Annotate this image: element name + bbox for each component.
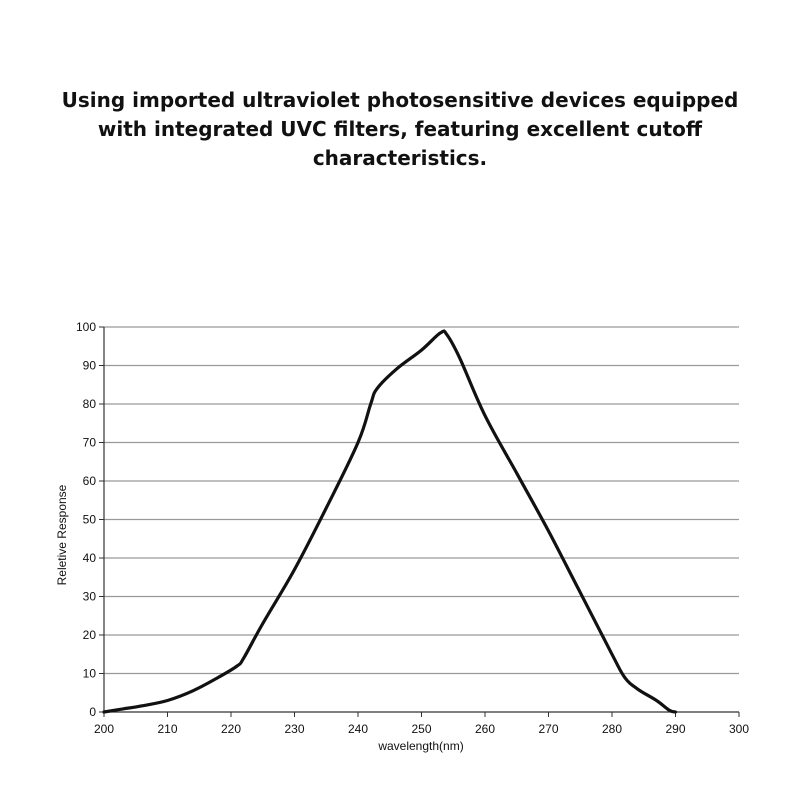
x-axis-label: wavelength(nm) (377, 739, 463, 753)
y-tick-label: 50 (83, 513, 97, 527)
x-tick-label: 250 (411, 722, 431, 736)
y-tick-label: 40 (83, 551, 97, 565)
x-tick-label: 290 (665, 722, 685, 736)
y-tick-label: 80 (83, 397, 97, 411)
x-tick-label: 210 (157, 722, 177, 736)
series-line-0 (102, 329, 678, 714)
x-tick-label: 270 (538, 722, 558, 736)
y-tick-label: 0 (89, 705, 96, 719)
axes (99, 326, 740, 717)
y-tick-label: 100 (76, 320, 96, 334)
y-tick-label: 30 (83, 590, 97, 604)
y-tick-label: 60 (83, 474, 97, 488)
x-tick-label: 240 (348, 722, 368, 736)
grid (104, 326, 739, 675)
x-tick-labels: 200 210 220 230 240 250 260 270 280 290 300 (94, 722, 749, 736)
series-group (102, 329, 678, 714)
x-tick-label: 220 (221, 722, 241, 736)
y-tick-label: 90 (83, 359, 97, 373)
x-tick-label: 230 (284, 722, 304, 736)
x-tick-label: 260 (475, 722, 495, 736)
y-tick-label: 70 (83, 436, 97, 450)
y-tick-label: 10 (83, 667, 97, 681)
y-tick-label: 20 (83, 628, 97, 642)
x-tick-label: 280 (602, 722, 622, 736)
x-tick-label: 300 (729, 722, 749, 736)
y-axis-label: Reletive Response (55, 484, 69, 585)
x-tick-label: 200 (94, 722, 114, 736)
headline: Using imported ultraviolet photosensitiv… (61, 88, 739, 170)
y-tick-labels: 0 10 20 30 40 50 60 70 80 90 100 (76, 320, 96, 719)
